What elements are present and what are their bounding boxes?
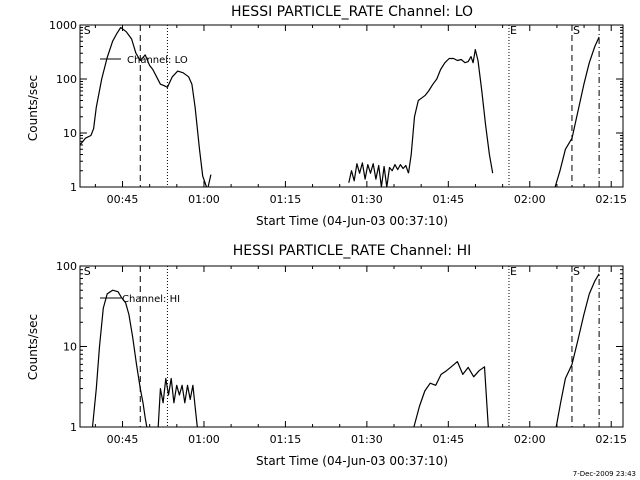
x-tick-label: 02:00 (514, 433, 546, 446)
x-axis-label: Start Time (04-Jun-03 00:37:10) (256, 454, 448, 468)
x-tick-label: 01:45 (432, 433, 464, 446)
y-tick-label: 1 (70, 421, 77, 434)
chart-panel-lo: HESSI PARTICLE_RATE Channel: LO Start Ti… (26, 4, 627, 228)
event-marker-label: S (84, 24, 91, 37)
series-line (79, 26, 208, 188)
y-tick-label: 100 (56, 73, 77, 86)
x-tick-label: 00:45 (107, 433, 139, 446)
x-tick-label: 01:45 (432, 193, 464, 206)
event-marker-label: S (573, 265, 580, 278)
series-line (554, 36, 600, 188)
event-marker-label: S (573, 24, 580, 37)
event-marker-label: E (510, 24, 517, 37)
x-tick-label: 02:15 (595, 433, 627, 446)
x-tick-label: 01:30 (351, 433, 383, 446)
y-tick-label: 10 (63, 341, 77, 354)
event-marker-label: S (84, 265, 91, 278)
x-tick-label: 01:15 (270, 433, 302, 446)
y-tick-label: 100 (56, 260, 77, 273)
x-tick-label: 01:30 (351, 193, 383, 206)
legend-label: Channel: LO (127, 55, 188, 66)
series-line (207, 174, 212, 188)
series-line (407, 48, 494, 174)
y-tick-label: 1 (70, 181, 77, 194)
timestamp-footer: 7-Dec-2009 23:43 (573, 470, 636, 478)
y-tick-label: 1000 (49, 19, 77, 32)
x-tick-label: 01:00 (188, 193, 220, 206)
chart-title: HESSI PARTICLE_RATE Channel: HI (233, 243, 471, 259)
y-axis-label: Counts/sec (26, 314, 40, 380)
x-tick-label: 01:00 (188, 433, 220, 446)
event-marker-label: E (510, 265, 517, 278)
series-line (413, 361, 489, 428)
chart-title: HESSI PARTICLE_RATE Channel: LO (231, 4, 473, 20)
chart-panel-hi: HESSI PARTICLE_RATE Channel: HI Start Ti… (26, 243, 627, 468)
series-line (157, 377, 198, 428)
x-tick-label: 00:45 (107, 193, 139, 206)
x-tick-label: 02:15 (595, 193, 627, 206)
legend-label: Channel: HI (122, 294, 180, 305)
x-axis-label: Start Time (04-Jun-03 00:37:10) (256, 214, 448, 228)
plot-frame (79, 24, 624, 188)
y-tick-label: 10 (63, 127, 77, 140)
x-tick-label: 01:15 (270, 193, 302, 206)
series-line (555, 273, 600, 428)
series-line (348, 162, 410, 188)
x-tick-label: 02:00 (514, 193, 546, 206)
series-line (91, 289, 148, 428)
y-axis-label: Counts/sec (26, 75, 40, 141)
